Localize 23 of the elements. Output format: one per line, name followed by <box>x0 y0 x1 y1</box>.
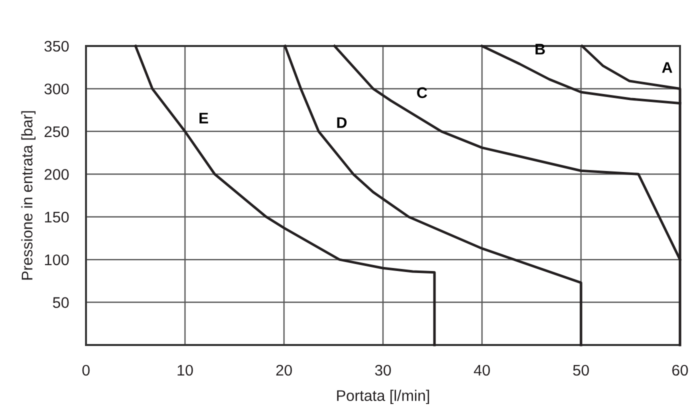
series-label: C <box>417 87 428 98</box>
y-tick-label: 350 <box>44 40 69 52</box>
line-series <box>284 44 582 346</box>
x-tick-label: 20 <box>276 364 292 376</box>
x-tick-label: 50 <box>573 364 589 376</box>
series-label: E <box>200 112 208 124</box>
x-tick-label: 30 <box>375 364 391 376</box>
series-label: A <box>662 62 672 73</box>
x-tick-label: 10 <box>178 364 193 376</box>
y-tick-label: 100 <box>45 254 69 266</box>
x-tick-label: 0 <box>82 364 90 376</box>
series-label: B <box>536 44 545 54</box>
y-tick-label: 150 <box>45 212 69 223</box>
x-tick-label: 60 <box>672 364 688 376</box>
y-tick-label: 200 <box>44 169 69 180</box>
line-series <box>134 44 436 346</box>
series-label: D <box>337 117 347 128</box>
y-tick-label: 50 <box>52 297 69 308</box>
x-tick-label: 40 <box>474 364 490 376</box>
y-tick-label: 300 <box>44 84 69 94</box>
x-axis-title: Portata [l/min] <box>337 390 430 404</box>
y-tick-label: 250 <box>44 126 69 138</box>
y-axis-title: Pressione in entrata [bar] <box>21 111 36 280</box>
